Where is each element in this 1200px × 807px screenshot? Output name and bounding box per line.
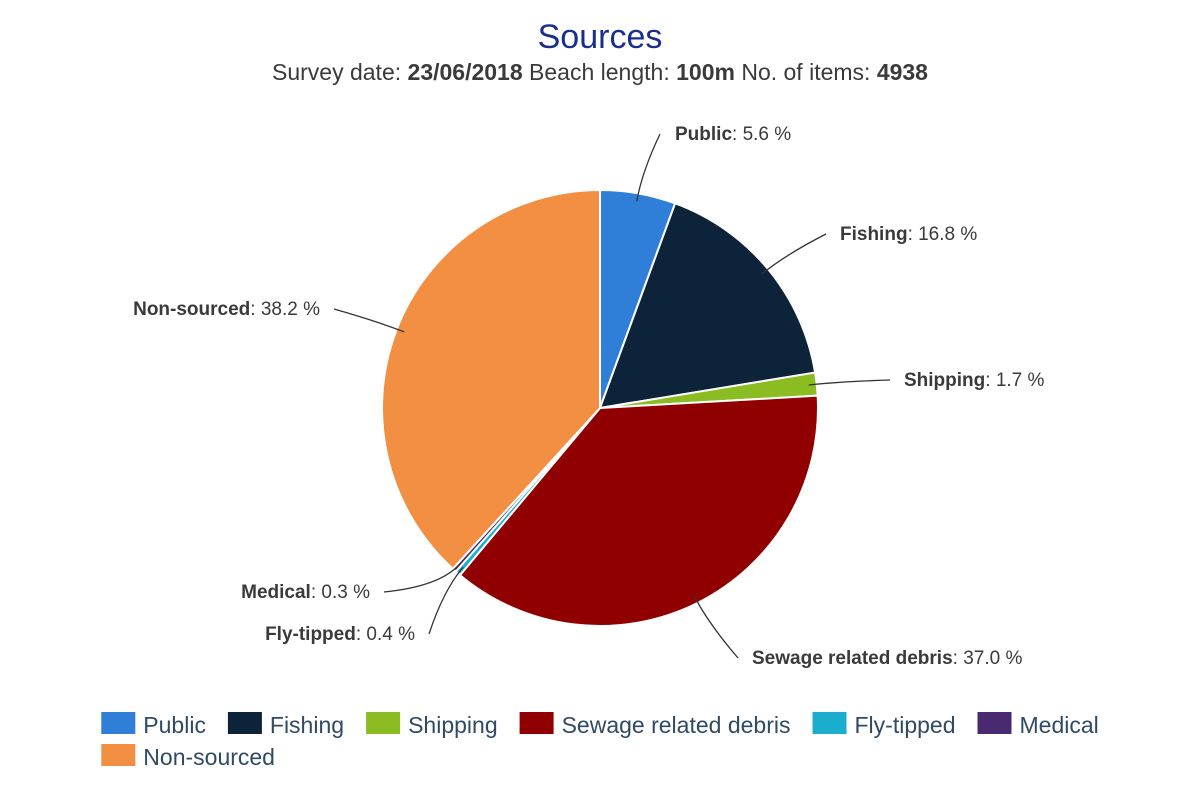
- data-label-name: Shipping: [904, 370, 985, 391]
- data-label-fly-tipped: Fly-tipped: 0.4 %: [265, 624, 415, 645]
- legend-item-non-sourced[interactable]: Non-sourced: [101, 744, 275, 770]
- chart-subtitle: Survey date: 23/06/2018 Beach length: 10…: [272, 59, 928, 85]
- legend-item-fishing[interactable]: Fishing: [227, 712, 344, 738]
- data-label-shipping: Shipping: 1.7 %: [904, 370, 1045, 391]
- data-label-value: : 0.4 %: [356, 624, 415, 645]
- connector-fishing: [761, 233, 827, 275]
- data-label-value: : 16.8 %: [908, 224, 978, 245]
- legend-swatch: [366, 712, 401, 734]
- legend-label: Public: [143, 712, 206, 738]
- legend: Public Fishing Shipping Sewage related debr…: [101, 712, 1099, 770]
- legend-label: Fishing: [270, 712, 344, 738]
- legend-swatch: [101, 744, 136, 766]
- connector-shipping: [808, 379, 891, 386]
- data-label-medical: Medical: 0.3 %: [241, 582, 370, 603]
- survey-date-value: 23/06/2018: [408, 59, 523, 85]
- data-label-name: Public: [675, 124, 732, 145]
- legend-swatch: [519, 712, 554, 734]
- data-label-value: : 5.6 %: [732, 124, 791, 145]
- data-label-value: : 1.7 %: [985, 370, 1044, 391]
- legend-swatch: [977, 712, 1012, 734]
- data-label-fishing: Fishing: 16.8 %: [840, 224, 977, 245]
- legend-label: Fly-tipped: [855, 712, 956, 738]
- connector-sewage-related-debris: [693, 595, 739, 659]
- chart-title: Sources: [538, 18, 663, 56]
- data-label-sewage-related-debris: Sewage related debris: 37.0 %: [752, 648, 1022, 669]
- legend-item-public[interactable]: Public: [101, 712, 206, 738]
- data-label-value: : 38.2 %: [250, 299, 320, 320]
- items-label: No. of items:: [735, 59, 877, 85]
- legend-item-shipping[interactable]: Shipping: [366, 712, 498, 738]
- connector-non-sourced: [333, 308, 405, 333]
- legend-item-sewage-related-debris[interactable]: Sewage related debris: [519, 712, 791, 738]
- data-label-value: : 37.0 %: [953, 648, 1023, 669]
- legend-label: Sewage related debris: [562, 712, 791, 738]
- data-labels: Public: 5.6 % Fishing: 16.8 % Shipping: 1.…: [133, 124, 1044, 669]
- label-connectors: [333, 133, 891, 659]
- data-label-name: Medical: [241, 582, 311, 603]
- legend-item-medical[interactable]: Medical: [977, 712, 1099, 738]
- items-value: 4938: [877, 59, 928, 85]
- connector-fly-tipped: [428, 566, 464, 635]
- legend-swatch: [101, 712, 136, 734]
- legend-swatch: [227, 712, 262, 734]
- legend-label: Non-sourced: [143, 744, 275, 770]
- legend-swatch: [812, 712, 847, 734]
- pie-slices: [381, 189, 819, 627]
- data-label-public: Public: 5.6 %: [675, 124, 791, 145]
- connector-public: [636, 133, 661, 202]
- legend-label: Shipping: [408, 712, 498, 738]
- connector-medical: [383, 563, 461, 593]
- data-label-value: : 0.3 %: [311, 582, 370, 603]
- data-label-name: Fly-tipped: [265, 624, 356, 645]
- beach-length-label: Beach length:: [523, 59, 676, 85]
- data-label-name: Non-sourced: [133, 299, 250, 320]
- beach-length-value: 100m: [676, 59, 735, 85]
- data-label-non-sourced: Non-sourced: 38.2 %: [133, 299, 320, 320]
- survey-date-label: Survey date:: [272, 59, 408, 85]
- data-label-name: Fishing: [840, 224, 908, 245]
- data-label-name: Sewage related debris: [752, 648, 953, 669]
- legend-item-fly-tipped[interactable]: Fly-tipped: [812, 712, 956, 738]
- legend-label: Medical: [1020, 712, 1099, 738]
